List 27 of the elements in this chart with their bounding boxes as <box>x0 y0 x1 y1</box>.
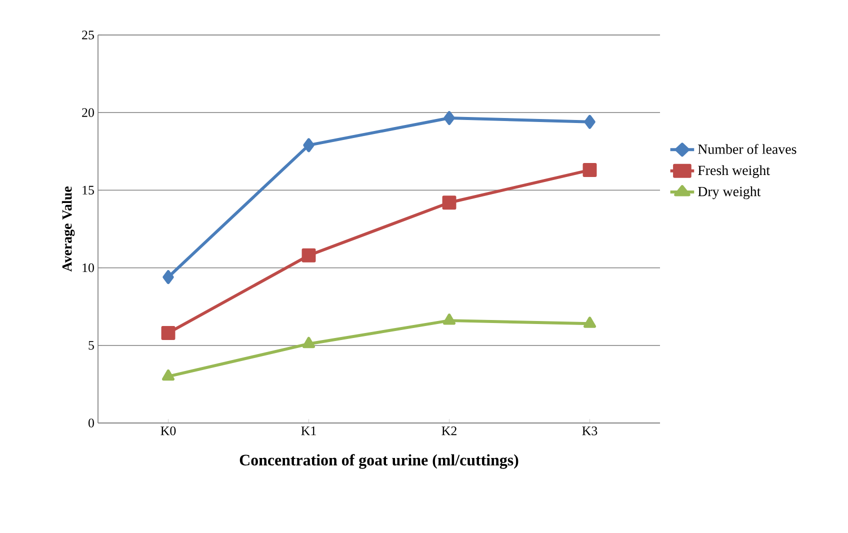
point <box>162 369 174 381</box>
y-tick-label: 5 <box>88 341 94 350</box>
y-axis-title: Average Value <box>62 186 75 272</box>
point <box>303 138 314 152</box>
y-tick-label: 20 <box>82 108 94 117</box>
x-tick-label: K0 <box>160 426 176 436</box>
x-tick-label: K3 <box>582 426 598 436</box>
legend-label: Dry weight <box>698 186 761 200</box>
point <box>302 248 316 262</box>
point <box>162 270 174 284</box>
x-tick-label: K1 <box>301 426 316 436</box>
point <box>443 314 456 325</box>
point <box>442 196 456 210</box>
point <box>584 316 596 328</box>
legend-label: Fresh weight <box>698 165 770 178</box>
y-tick-label: 0 <box>88 418 94 428</box>
point <box>584 114 596 129</box>
point <box>302 336 315 348</box>
point <box>582 163 597 177</box>
y-tick-label: 15 <box>82 186 94 195</box>
point <box>444 111 455 126</box>
x-axis-title: Concentration of goat urine (ml/cuttings) <box>240 454 518 469</box>
point <box>161 326 176 340</box>
x-tick-label: K2 <box>442 426 456 436</box>
legend-label: Number of leaves <box>698 144 796 154</box>
y-tick-label: 10 <box>82 263 94 272</box>
y-tick-label: 25 <box>82 30 94 40</box>
